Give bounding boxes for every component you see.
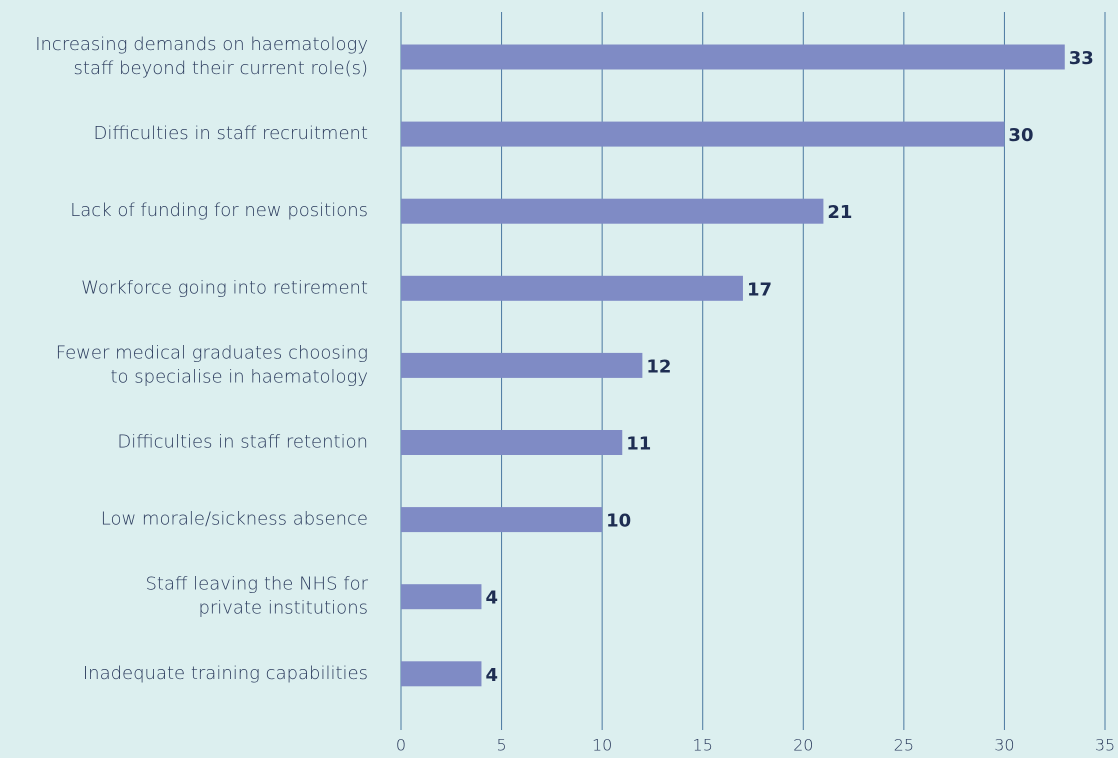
value-label: 4 xyxy=(485,588,498,609)
x-tick-label: 15 xyxy=(693,736,713,755)
bar xyxy=(401,507,603,533)
value-label: 30 xyxy=(1008,125,1033,146)
y-tick-label: Difficulties in staff recruitment xyxy=(94,123,368,144)
x-tick-label: 30 xyxy=(994,736,1014,755)
y-tick-label: Increasing demands on haematology staff b… xyxy=(35,34,368,79)
bar xyxy=(401,121,1005,147)
bar xyxy=(401,198,824,224)
y-tick-label: Workforce going into retirement xyxy=(81,277,368,298)
bar xyxy=(401,44,1065,70)
x-tick-label: 20 xyxy=(793,736,813,755)
x-tick-label: 10 xyxy=(592,736,612,755)
y-tick-label: Lack of funding for new positions xyxy=(70,200,368,221)
x-tick-label: 25 xyxy=(894,736,914,755)
y-tick-label: Fewer medical graduates choosing to speci… xyxy=(56,342,368,387)
value-label: 12 xyxy=(646,356,671,377)
bar xyxy=(401,661,482,687)
bar xyxy=(401,352,643,378)
y-tick-label: Inadequate training capabilities xyxy=(83,663,368,684)
value-label: 4 xyxy=(485,665,498,686)
y-tick-label: Staff leaving the NHS for private institu… xyxy=(146,574,369,619)
bar xyxy=(401,430,623,455)
value-label: 33 xyxy=(1069,48,1094,69)
value-label: 17 xyxy=(747,279,772,300)
value-label: 10 xyxy=(606,511,631,532)
bar xyxy=(401,275,743,301)
bar xyxy=(401,584,482,610)
y-tick-label: Low morale/sickness absence xyxy=(101,509,368,530)
value-label: 11 xyxy=(626,434,651,455)
x-tick-label: 0 xyxy=(396,736,406,755)
x-tick-label: 5 xyxy=(496,736,506,755)
value-label: 21 xyxy=(827,202,852,223)
x-tick-label: 35 xyxy=(1095,736,1115,755)
y-tick-label: Difficulties in staff retention xyxy=(117,432,368,453)
